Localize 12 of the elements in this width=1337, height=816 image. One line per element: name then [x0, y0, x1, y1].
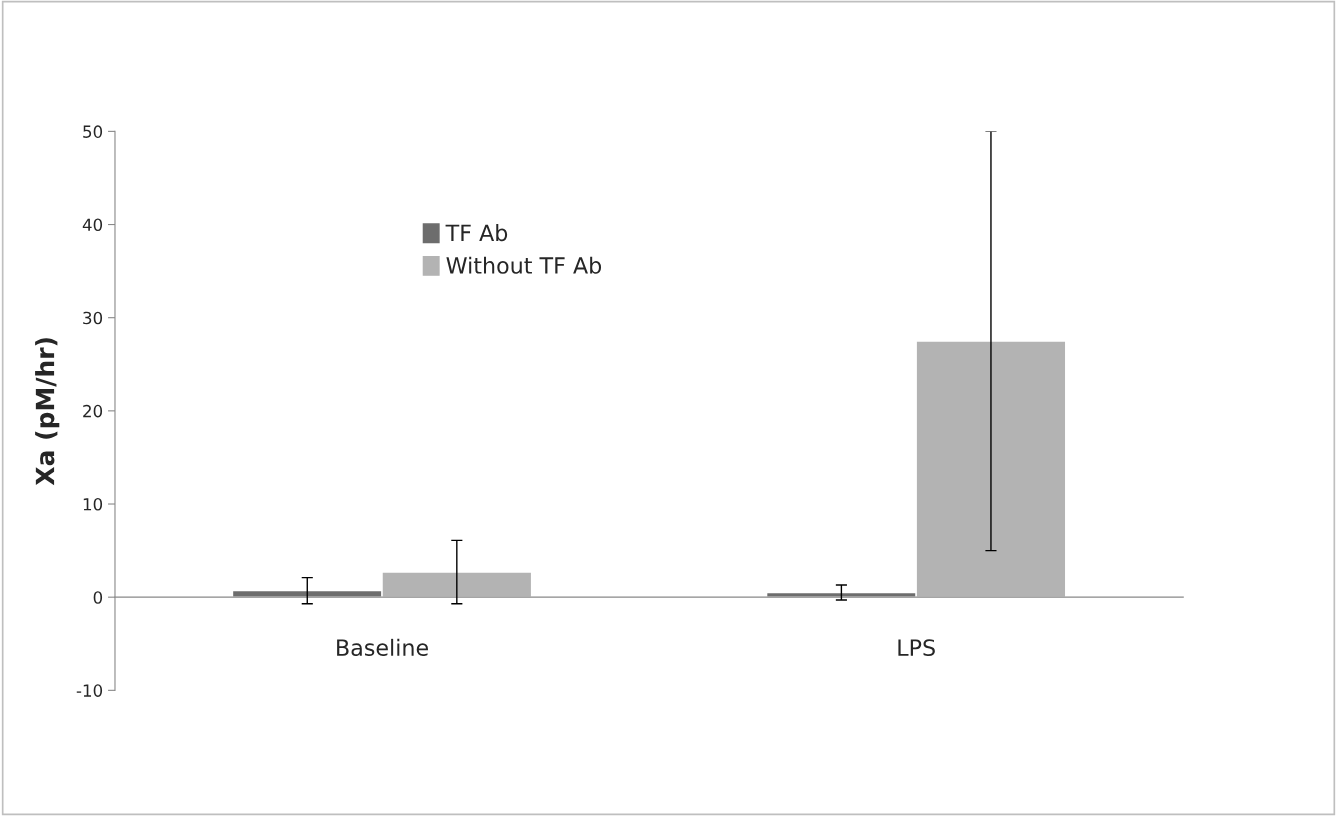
y-axis-title: Xa (pM/hr) — [35, 338, 60, 486]
x-tick-label: Baseline — [337, 638, 428, 657]
y-tick-label: 50 — [83, 125, 103, 138]
y-tick-label: 0 — [93, 591, 103, 604]
legend-label: Without TF Ab — [446, 256, 602, 274]
legend-label: TF Ab — [445, 224, 508, 242]
x-tick-label: LPS — [898, 639, 935, 657]
y-tick-label: 30 — [83, 311, 103, 325]
y-tick-label: 20 — [83, 404, 103, 418]
y-tick-label: -10 — [76, 684, 103, 697]
y-tick-label: 40 — [82, 218, 103, 232]
y-tick-label: 10 — [83, 497, 103, 511]
